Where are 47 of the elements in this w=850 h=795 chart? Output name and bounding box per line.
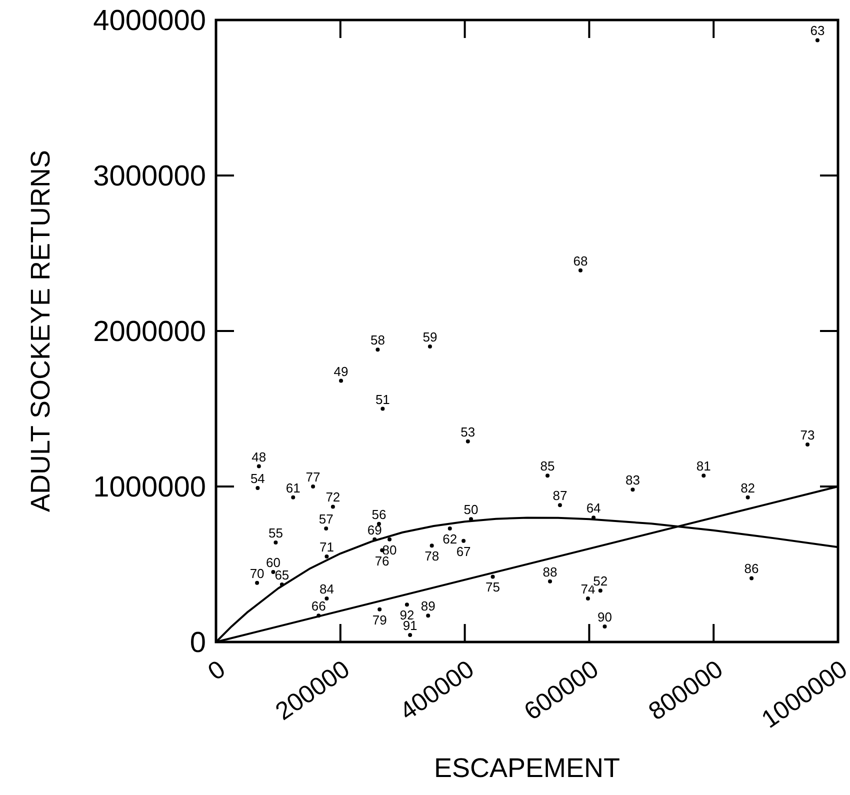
annotation: 85 bbox=[540, 458, 555, 474]
annotation: 59 bbox=[422, 330, 438, 345]
annotation: 70 bbox=[250, 566, 264, 581]
annotation: 72 bbox=[326, 490, 340, 505]
annotation: 54 bbox=[250, 471, 265, 486]
annotation: 49 bbox=[334, 364, 348, 379]
annotation: 79 bbox=[372, 612, 387, 628]
annotation: 66 bbox=[311, 598, 326, 614]
annotation: 52 bbox=[593, 574, 608, 589]
annotation: 89 bbox=[420, 598, 436, 614]
annotation: 51 bbox=[375, 392, 390, 407]
annotation: 67 bbox=[456, 544, 471, 559]
y-tick-label: 1000000 bbox=[93, 472, 206, 504]
annotation: 86 bbox=[744, 561, 759, 576]
annotation: 78 bbox=[424, 548, 440, 564]
y-tick-label: 2000000 bbox=[93, 316, 206, 348]
annotation: 74 bbox=[580, 581, 596, 596]
annotation: 62 bbox=[442, 531, 458, 546]
annotation: 81 bbox=[696, 458, 711, 474]
annotation: 73 bbox=[800, 428, 815, 443]
annotation: 87 bbox=[552, 488, 568, 504]
annotation: 57 bbox=[318, 511, 334, 526]
annotation: 48 bbox=[252, 449, 266, 464]
annotation: 64 bbox=[586, 500, 601, 516]
x-tick-label: 0 bbox=[203, 655, 230, 686]
y-tick-label: 0 bbox=[190, 627, 206, 660]
annotation: 77 bbox=[306, 470, 320, 484]
annotation: 71 bbox=[319, 539, 334, 554]
x-axis-title: ESCAPEMENT bbox=[434, 753, 620, 783]
y-tick-label: 3000000 bbox=[93, 160, 206, 193]
y-tick-label: 4000000 bbox=[93, 5, 206, 38]
annotation: 68 bbox=[573, 253, 588, 268]
annotation: 53 bbox=[460, 424, 476, 440]
annotation: 58 bbox=[370, 332, 385, 348]
annotation: 56 bbox=[372, 506, 386, 522]
annotation: 50 bbox=[464, 502, 478, 518]
annotation: 69 bbox=[367, 522, 382, 538]
annotation: 88 bbox=[542, 564, 558, 580]
y-axis-title: ADULT SOCKEYE RETURNS bbox=[25, 150, 56, 512]
annotation: 90 bbox=[598, 609, 612, 624]
annotation: 84 bbox=[319, 581, 334, 596]
annotation: 61 bbox=[286, 480, 300, 496]
annotation: 83 bbox=[626, 472, 640, 488]
annotation: 55 bbox=[268, 525, 283, 540]
annotation: 63 bbox=[810, 23, 825, 38]
annotation: 82 bbox=[740, 480, 756, 496]
annotation: 75 bbox=[486, 580, 500, 595]
